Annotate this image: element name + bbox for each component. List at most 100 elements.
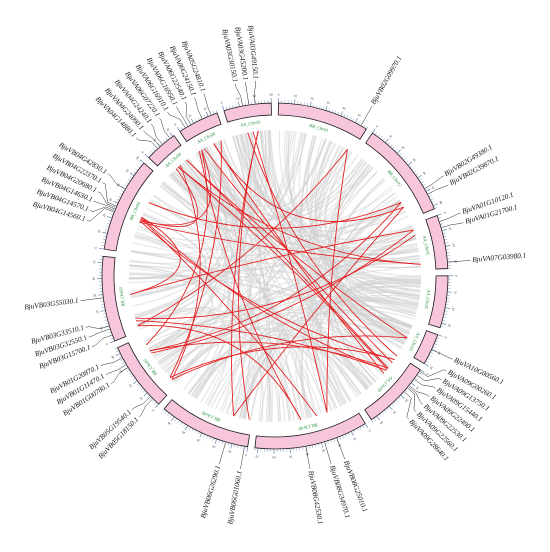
tick-mark [107,216,112,219]
tick-label: 0 [454,275,458,277]
tick-mark [107,223,110,225]
tick-label: 40 [92,277,96,281]
background-link [188,300,418,395]
tick-mark [180,422,183,425]
gene-leader-line [440,212,461,222]
chromosome-bb-chr08 [254,412,366,450]
tick-mark [124,184,127,187]
gene-leader-line [441,222,464,228]
tick-mark [359,427,362,430]
tick-label: 0 [443,211,447,214]
tick-mark [441,323,447,325]
tick-label: 20 [451,243,456,247]
tick-mark [136,383,139,386]
segmental-duplication-link [233,206,405,417]
gene-leader-line [102,182,116,207]
tick-mark [310,101,312,107]
tick-mark [358,121,360,124]
tick-mark [437,213,442,216]
tick-mark [424,363,429,367]
tick-label: 0 [174,122,178,126]
gene-leader-line [336,438,346,460]
background-link [202,148,405,345]
tick-mark [348,433,350,436]
tick-mark [133,380,137,384]
tick-mark [162,409,165,412]
tick-label: 50 [125,168,130,173]
tick-mark [401,155,404,158]
tick-label: 40 [379,420,384,425]
tick-label: 20 [400,145,405,150]
tick-mark [105,229,108,231]
tick-label: 30 [321,448,326,453]
tick-mark [119,193,122,195]
tick-mark [230,443,233,449]
tick-mark [443,236,447,237]
background-link [243,305,417,419]
background-link [130,133,308,298]
tick-mark [237,445,239,449]
tick-mark [194,119,197,122]
tick-mark [432,201,435,203]
tick-mark [430,352,434,354]
tick-mark [384,410,387,413]
tick-mark [420,369,425,373]
tick-mark [382,138,385,141]
gene-leader-line [432,349,453,360]
tick-mark [433,346,436,348]
tick-mark [396,399,399,402]
tick-mark [312,445,313,448]
tick-mark [319,105,321,109]
tick-mark [191,428,194,432]
tick-mark [442,320,446,322]
tick-mark [188,427,191,430]
tick-mark [357,428,359,432]
tick-mark [113,200,118,204]
segmental-duplication-link [171,335,408,380]
segmental-duplication-link [137,148,348,327]
tick-mark [435,340,439,342]
tick-mark [403,392,406,395]
tick-mark [150,150,154,153]
tick-mark [413,380,416,383]
tick-mark [349,117,351,120]
background-link [134,151,227,246]
gene-leader-line [97,191,116,208]
tick-mark [203,114,206,118]
tick-label: 20 [102,213,107,218]
gene-leader-line [176,106,188,126]
gene-leader-line [135,137,158,149]
tick-mark [232,105,234,108]
tick-mark [163,139,165,143]
tick-mark [137,166,140,168]
tick-mark [143,392,148,397]
tick-mark [351,431,354,436]
chromosome-ring: BB_Chr01BB_Chr02AA_Chr01AA_Chr02AA_Chr10… [101,102,449,450]
tick-label: 30 [196,438,201,443]
tick-label: 50 [357,113,362,118]
gene-leader-line [92,335,112,347]
tick-mark [138,385,141,388]
tick-mark [444,313,447,315]
tick-mark [227,443,229,446]
segmental-duplication-link [169,140,222,378]
chromosome-aa-chr04 [148,135,182,167]
gene-label: BjuVB06G26290.1 [199,465,222,520]
chromosome-label: AA_Chr02 [424,288,432,310]
tick-label: 50 [289,454,293,458]
tick-mark [440,326,444,328]
tick-mark [414,170,417,173]
tick-mark [115,353,120,356]
tick-mark [389,406,393,410]
gene-leader-line [420,369,447,377]
tick-label: 60 [438,200,443,205]
segmental-duplication-link [130,216,181,295]
segmental-duplication-link [247,132,398,357]
tick-mark [108,331,111,334]
background-link [219,140,383,376]
tick-label: 30 [108,197,113,202]
tick-mark [363,124,366,128]
chromosome-bb-chr06 [163,399,251,448]
tick-mark [434,207,438,209]
